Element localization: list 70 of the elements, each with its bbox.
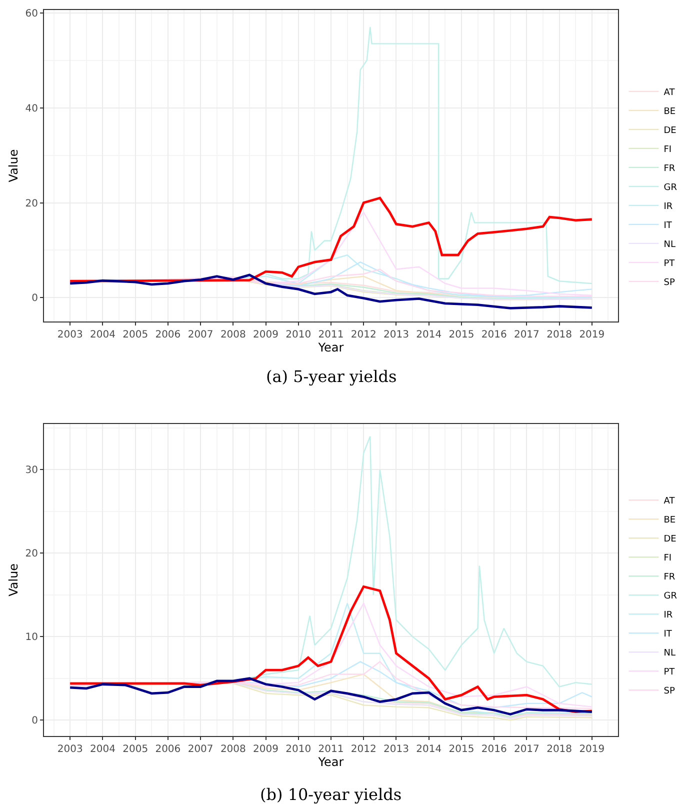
x-tick-label: 2012	[350, 744, 376, 755]
x-tick-label: 2005	[122, 329, 148, 340]
legend-label: SP	[664, 686, 676, 697]
x-tick-label: 2010	[286, 744, 312, 755]
x-tick-label: 2010	[286, 329, 312, 340]
x-tick-label: 2008	[220, 329, 246, 340]
x-tick-label: 2018	[546, 329, 572, 340]
x-tick-label: 2011	[318, 329, 344, 340]
x-tick-label: 2006	[155, 744, 181, 755]
y-tick-label: 20	[25, 198, 38, 210]
x-tick-label: 2003	[57, 329, 83, 340]
legend-label: GR	[664, 182, 677, 193]
legend-label: IR	[664, 610, 673, 621]
text: (b) 10-year yields	[260, 785, 402, 804]
text: (a) 5-year yields	[266, 367, 397, 386]
x-tick-label: 2005	[122, 744, 148, 755]
x-tick-label: 2016	[481, 744, 507, 755]
y-tick-label: 10	[25, 632, 38, 644]
x-tick-label: 2017	[514, 329, 540, 340]
x-axis-title: Year	[317, 340, 344, 354]
x-tick-label: 2019	[579, 329, 605, 340]
x-tick-label: 2009	[253, 329, 278, 340]
x-tick-label: 2014	[416, 329, 442, 340]
legend-label: NL	[664, 648, 676, 659]
legend-label: NL	[664, 240, 676, 250]
legend-label: PT	[664, 258, 676, 269]
legend-label: AT	[664, 496, 676, 507]
y-axis-title: Value	[6, 149, 21, 182]
x-tick-label: 2007	[188, 329, 214, 340]
legend-label: DE	[664, 534, 677, 545]
x-tick-label: 2014	[416, 744, 442, 755]
x-tick-label: 2012	[350, 329, 376, 340]
y-tick-label: 40	[25, 103, 38, 114]
y-tick-label: 0	[32, 716, 38, 727]
legend-label: GR	[664, 592, 677, 602]
x-axis-title: Year	[317, 755, 344, 769]
x-tick-label: 2017	[514, 744, 540, 755]
x-tick-label: 2015	[448, 744, 474, 755]
legend-label: BE	[664, 516, 676, 526]
y-tick-label: 20	[25, 548, 38, 560]
legend-label: AT	[664, 88, 676, 98]
legend-label: SP	[664, 278, 676, 288]
y-tick-label: 30	[25, 465, 38, 476]
legend-label: FR	[664, 572, 676, 583]
legend-label: DE	[664, 126, 677, 136]
legend-label: FR	[664, 164, 676, 174]
legend-label: FI	[664, 144, 672, 155]
x-tick-label: 2015	[448, 329, 474, 340]
y-tick-label: 60	[25, 8, 38, 20]
legend-label: IT	[664, 630, 672, 640]
x-tick-label: 2019	[579, 744, 605, 755]
legend-label: BE	[664, 106, 676, 117]
x-tick-label: 2009	[253, 744, 278, 755]
x-tick-label: 2018	[546, 744, 572, 755]
x-tick-label: 2016	[481, 329, 507, 340]
legend-label: IT	[664, 220, 672, 231]
x-tick-label: 2013	[384, 329, 409, 340]
x-tick-label: 2007	[188, 744, 214, 755]
x-tick-label: 2003	[57, 744, 83, 755]
x-tick-label: 2006	[155, 329, 181, 340]
legend-label: PT	[664, 668, 676, 678]
x-tick-label: 2004	[90, 744, 116, 755]
x-tick-label: 2004	[90, 329, 116, 340]
y-tick-label: 0	[32, 293, 38, 304]
legend-label: FI	[664, 554, 672, 564]
x-tick-label: 2013	[384, 744, 409, 755]
y-axis-title: Value	[6, 563, 21, 596]
x-tick-label: 2011	[318, 744, 344, 755]
legend-label: IR	[664, 202, 673, 212]
x-tick-label: 2008	[220, 744, 246, 755]
